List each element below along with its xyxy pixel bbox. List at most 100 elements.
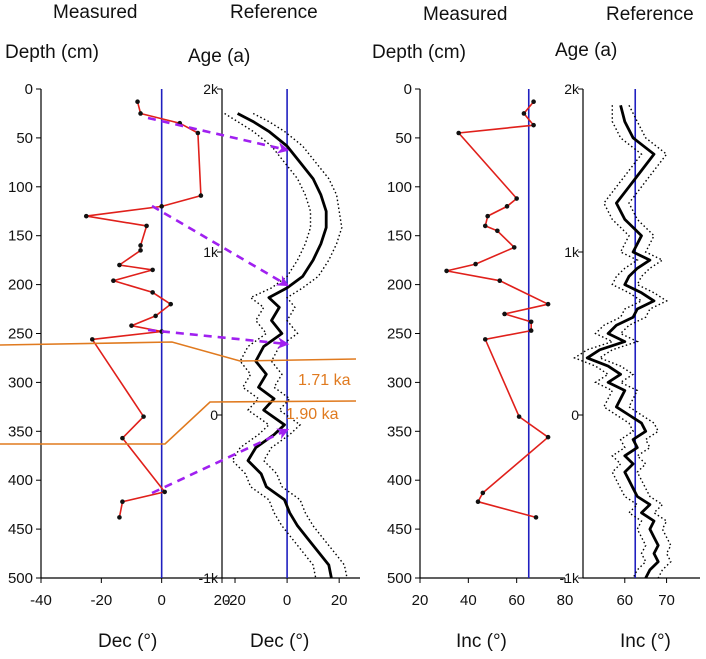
- data-point: [138, 111, 143, 116]
- data-point: [516, 414, 522, 419]
- y-tick-label: 200: [8, 277, 33, 294]
- data-point: [531, 99, 536, 105]
- age-horizons: 1.71 ka 1.90 ka: [0, 341, 357, 445]
- data-point: [531, 122, 536, 128]
- x-tick-label: -20: [90, 592, 112, 609]
- horizon-line-1-90ka: [0, 400, 357, 445]
- data-point: [528, 328, 534, 333]
- y-tick-label: 2k: [564, 81, 580, 97]
- panel4-ylabel: Age (a): [555, 40, 617, 61]
- y-tick-label: 1k: [203, 244, 219, 260]
- data-point: [117, 262, 122, 268]
- correlation-arrows: [147, 116, 290, 495]
- y-tick-label: 400: [8, 472, 33, 489]
- y-tick-label: 150: [8, 228, 33, 245]
- panel2-title: Reference: [230, 2, 318, 23]
- y-tick-label: 450: [387, 521, 412, 538]
- data-point: [514, 196, 519, 201]
- data-point: [89, 337, 95, 342]
- data-point: [135, 99, 140, 105]
- y-tick-label: 0: [25, 81, 33, 98]
- data-point: [150, 290, 155, 295]
- data-point: [129, 323, 134, 328]
- data-point: [485, 213, 490, 219]
- y-tick-label: 250: [8, 326, 33, 343]
- reference-upper-bound: [598, 104, 672, 579]
- x-tick-label: 70: [658, 592, 675, 609]
- correlation-arrow-4: [151, 428, 290, 495]
- measured-curve: [446, 101, 551, 519]
- panel3-ylabel: Depth (cm): [372, 42, 466, 63]
- y-tick-label: 0: [210, 407, 218, 423]
- data-point: [504, 204, 510, 209]
- annotation-1-71-ka: 1.71 ka: [298, 372, 351, 389]
- data-point: [120, 499, 125, 505]
- data-point: [475, 499, 481, 505]
- y-tick-label: 100: [387, 179, 412, 196]
- panel1-ylabel: Depth (cm): [5, 42, 99, 63]
- y-tick-label: 2k: [203, 81, 219, 97]
- data-point: [497, 278, 503, 283]
- y-tick-label: -1k: [199, 570, 219, 586]
- measured-curve: [86, 101, 202, 518]
- reference-mean-curve: [585, 104, 660, 579]
- data-point: [153, 313, 158, 319]
- panel3-xlabel: Inc (°): [456, 631, 507, 652]
- correlation-arrow-3: [147, 328, 290, 349]
- panel-reference-inc: 60 70 2k 1k 0 -1k: [560, 81, 700, 609]
- data-point: [482, 223, 488, 229]
- x-tick-label: 40: [460, 592, 477, 609]
- x-tick-label: 0: [283, 592, 291, 609]
- data-point: [545, 301, 551, 307]
- panel2-xlabel: Dec (°): [250, 631, 309, 652]
- panel1-xlabel: Dec (°): [98, 631, 157, 652]
- x-tick-label: 60: [616, 592, 633, 609]
- panel-reference-dec: -20 0 20 2k 1k 0 -1k: [199, 81, 360, 609]
- panel4-xlabel: Inc (°): [620, 631, 671, 652]
- y-tick-label: 200: [387, 277, 412, 294]
- y-tick-label: 500: [8, 570, 33, 587]
- data-point: [117, 515, 122, 520]
- y-tick-label: 300: [8, 374, 33, 391]
- panel3-title: Measured: [423, 4, 508, 25]
- x-tick-label: 20: [412, 592, 429, 609]
- y-tick-label: 400: [387, 472, 412, 489]
- y-tick-label: 1k: [564, 244, 580, 260]
- y-tick-label: 350: [8, 423, 33, 440]
- data-point: [511, 245, 517, 250]
- x-tick-label: -20: [224, 592, 246, 609]
- x-tick-label: 20: [214, 592, 231, 609]
- y-tick-label: 0: [404, 81, 412, 98]
- data-point: [162, 489, 167, 495]
- data-point: [528, 319, 534, 325]
- y-tick-label: 250: [387, 326, 412, 343]
- data-point: [144, 223, 149, 229]
- data-point: [495, 228, 500, 234]
- panel2-ylabel: Age (a): [188, 46, 250, 67]
- y-tick-label: 450: [8, 521, 33, 538]
- data-point: [168, 301, 174, 307]
- y-tick-label: 300: [387, 374, 412, 391]
- data-point: [456, 130, 461, 136]
- data-point: [159, 204, 164, 209]
- x-tick-label: 20: [331, 592, 348, 609]
- y-tick-label: 350: [387, 423, 412, 440]
- y-tick-label: -1k: [560, 570, 580, 586]
- data-point: [198, 193, 204, 198]
- y-tick-label: 50: [395, 130, 412, 147]
- reference-mean-curve: [236, 112, 333, 579]
- data-point: [111, 278, 116, 283]
- y-tick-label: 150: [387, 228, 412, 245]
- data-point: [473, 261, 478, 267]
- x-tick-label: -40: [30, 592, 52, 609]
- data-point: [444, 268, 449, 274]
- x-tick-label: 60: [508, 592, 525, 609]
- data-point: [502, 311, 507, 317]
- x-tick-label: 0: [157, 592, 165, 609]
- data-point: [138, 243, 143, 248]
- data-point: [138, 248, 143, 253]
- data-point: [482, 337, 488, 342]
- data-point: [521, 111, 527, 116]
